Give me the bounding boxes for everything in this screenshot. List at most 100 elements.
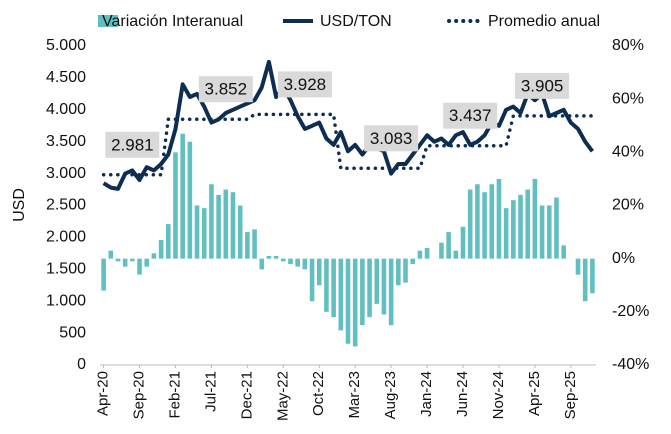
y2-tick-label: 0% [612,250,635,267]
bar [496,178,502,259]
bar [173,152,178,259]
bar [460,226,466,259]
bar [302,258,308,270]
bar [403,258,408,283]
bar [582,258,588,302]
y2-tick-label: -40% [612,356,649,373]
y-tick-label: 5.000 [46,37,86,54]
bar [367,258,372,318]
bar [209,184,214,259]
value-label-box [443,102,498,129]
bar [245,232,250,259]
y-tick-label: 2.000 [46,229,86,246]
bar [194,205,200,259]
bar [158,240,164,259]
y-tick-label: 1.000 [46,292,86,309]
bar [252,229,257,259]
bar [237,205,243,259]
bar [288,258,293,264]
y-tick-label: 1.500 [46,261,86,278]
bar [424,248,430,259]
x-tick-label: Sep-20 [131,371,148,419]
legend-label: Variación Interanual [102,13,243,30]
bar [388,258,394,326]
bar [101,258,106,291]
bar [525,189,531,259]
value-label-box [364,125,419,152]
y-tick-label: 4.500 [46,69,86,86]
bar [561,245,566,259]
bar [417,250,423,259]
bar [180,133,185,259]
x-tick-label: Feb-21 [166,371,183,419]
bar [345,258,351,344]
bar [453,250,459,259]
legend-label: Promedio anual [488,13,600,30]
bar [439,242,444,259]
y-tick-label: 0 [77,356,86,373]
legend-label: USD/TON [320,13,392,30]
bar [230,192,236,259]
value-label: 2.981 [111,135,154,154]
y2-tick-label: 40% [612,144,644,161]
value-label: 3.437 [449,106,492,125]
bar [259,258,265,270]
x-tick-label: Jul-21 [202,371,219,412]
bar [518,194,523,259]
bar [187,141,193,259]
bar [482,192,487,259]
bar [410,258,415,264]
value-label-box [515,72,570,99]
y2-tick-label: 20% [612,197,644,214]
bar [338,258,344,331]
bar [216,194,221,259]
bar [331,258,336,318]
x-tick-label: Apr-20 [95,371,112,416]
x-tick-label: Aug-23 [382,371,399,419]
bar [281,258,286,262]
x-tick-label: Dec-21 [238,371,255,419]
bar [554,197,559,259]
value-label-box [198,76,253,103]
bar [223,189,229,259]
bar [446,232,451,259]
x-tick-label: May-22 [274,371,291,421]
y2-tick-label: 80% [612,37,644,54]
x-tick-label: Jan-24 [418,371,435,417]
bar [532,178,538,259]
y-tick-label: 500 [59,324,86,341]
bar [374,258,380,304]
bar [316,258,322,286]
bar [467,189,473,259]
value-label: 3.852 [205,80,248,99]
bar [475,184,480,259]
bar [201,208,207,259]
bar [575,258,581,275]
y2-tick-label: -20% [612,303,649,320]
y-axis-label: USD [11,188,28,222]
bar [151,253,157,259]
y-tick-label: 4.000 [46,101,86,118]
x-tick-label: Oct-22 [310,371,327,416]
x-tick-label: Mar-23 [346,371,363,419]
value-label-box [105,131,160,158]
y-tick-label: 2.500 [46,197,86,214]
bar [115,258,121,262]
value-label: 3.905 [521,76,564,95]
value-label: 3.083 [370,129,413,148]
value-label-box [277,71,332,98]
bar [381,258,387,315]
bar [324,258,329,312]
bar [130,258,135,262]
x-tick-label: Apr-25 [526,371,543,416]
x-tick-label: Nov-24 [490,371,507,419]
bar [511,200,516,259]
bar [122,258,128,267]
bar [266,256,272,259]
bar [396,258,401,286]
bar [144,258,150,267]
bar [352,258,358,347]
bar [503,208,509,259]
bar [165,224,171,259]
